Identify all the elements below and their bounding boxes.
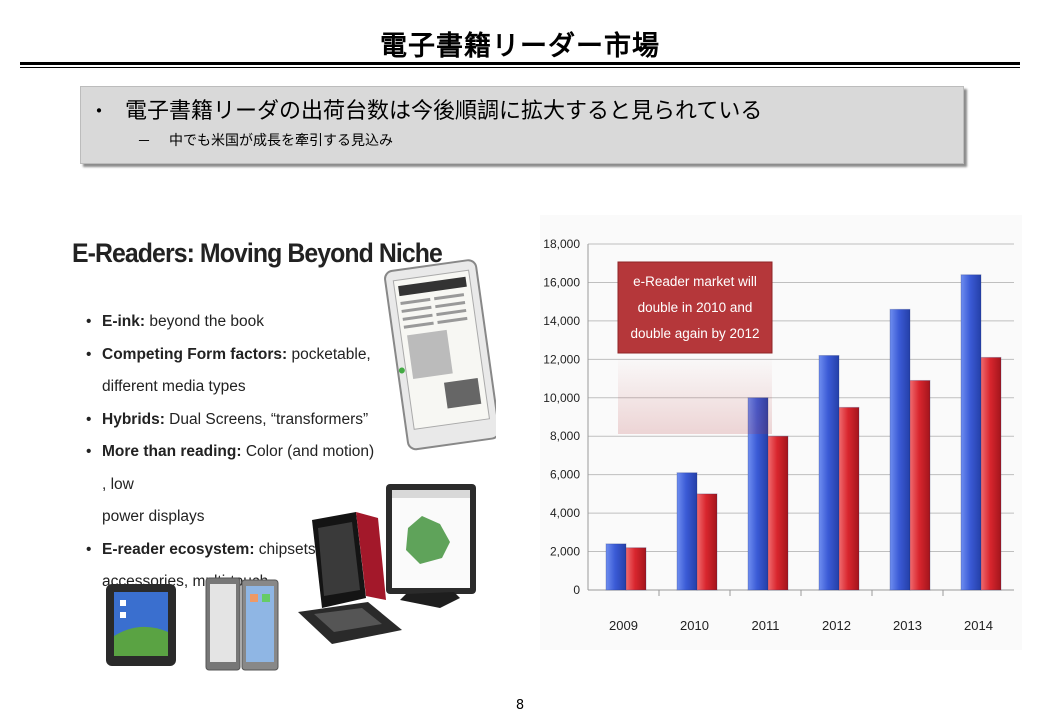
bar [696,493,718,591]
bar [980,356,1002,591]
feature-bold: More than reading: [102,443,242,460]
summary-box: ・ 電子書籍リーダの出荷台数は今後順調に拡大すると見られている － 中でも米国が… [80,86,964,164]
x-tick-label: 2012 [822,618,851,633]
bar [676,472,698,591]
feature-text: Color (and motion) , low [102,443,375,493]
shipment-chart-panel: 0 2,000 4,000 6,000 8,000 10,000 12,000 14,000 1… [540,215,1022,650]
feature-text: pocketable, [287,345,371,363]
bar [605,543,627,591]
y-tick-label: 16,000 [543,275,580,289]
dual-screen-device-illustration [205,577,279,671]
title-rule-thick [20,62,1020,65]
feature-text: beyond the book [145,313,264,330]
y-tick-label: 18,000 [543,237,580,251]
bar [625,547,647,591]
feature-continuation: power displays [102,508,205,525]
feature-bold: E-reader ecosystem: [102,540,255,558]
feature-continuation: different media types [102,378,246,395]
bar [767,435,789,591]
x-tick-label: 2011 [752,618,780,633]
annotation-box [617,261,773,354]
bar [818,354,840,591]
bar [909,379,931,591]
feature-list: E-ink: beyond the book Competing Form fa… [86,306,376,599]
summary-main-point: 電子書籍リーダの出荷台数は今後順調に拡大すると見られている [125,99,763,124]
summary-sub-point: 中でも米国が成長を牽引する見込み [169,133,393,149]
device-illustrations [106,259,496,671]
feature-bold: Competing Form factors: [102,345,288,363]
reflection-box [618,355,772,434]
feature-item: More than reading: Color (and motion) , … [86,436,376,534]
feature-item: Competing Form factors: pocketable, diffe… [86,339,376,404]
feature-text: chipsets, [254,540,320,558]
bar [838,406,860,591]
feature-bold: E-ink: [102,313,146,330]
summary-sub-marker: － [137,134,151,150]
feature-bold: Hybrids: [102,410,165,428]
slide-title: 電子書籍リーダー市場 [380,31,660,62]
netbook-illustration [298,512,402,644]
x-tick-label: 2014 [964,618,993,633]
y-tick-label: 10,000 [543,391,580,405]
monitor-illustration [386,484,476,608]
summary-bullet-marker: ・ [89,99,109,123]
bar [889,308,911,591]
y-tick-label: 14,000 [543,314,580,328]
annotation-reflection [618,355,772,434]
e-ink-reader-illustration [384,259,496,451]
annotation-text: double again by 2012 [630,326,759,341]
y-tick-label: 4,000 [550,506,580,520]
y-tick-label: 8,000 [550,429,580,443]
page-number: 8 [515,698,525,713]
bar [960,274,982,591]
tablet-illustration [106,584,176,666]
feature-item: E-ink: beyond the book [86,306,376,339]
ereader-image-panel: E-Readers: Moving Beyond Niche E-ink: be… [68,228,496,688]
feature-item: Hybrids: Dual Screens, “transformers” [86,404,376,437]
ereader-panel-heading: E-Readers: Moving Beyond Niche [72,238,443,268]
y-tick-label: 0 [573,583,580,597]
annotation-text: e-Reader market will [633,274,757,289]
x-tick-label: 2013 [893,618,922,633]
shipment-bar-chart: 0 2,000 4,000 6,000 8,000 10,000 12,000 14,000 1… [540,215,1022,650]
x-tick-label: 2009 [609,618,638,633]
y-tick-label: 6,000 [550,468,580,482]
y-tick-label: 2,000 [550,545,580,559]
feature-text: Dual Screens, “transformers” [164,410,369,428]
annotation-text: double in 2010 and [638,300,753,315]
title-rule-thin [20,67,1020,68]
y-tick-label: 12,000 [543,352,580,366]
x-tick-label: 2010 [680,618,709,633]
